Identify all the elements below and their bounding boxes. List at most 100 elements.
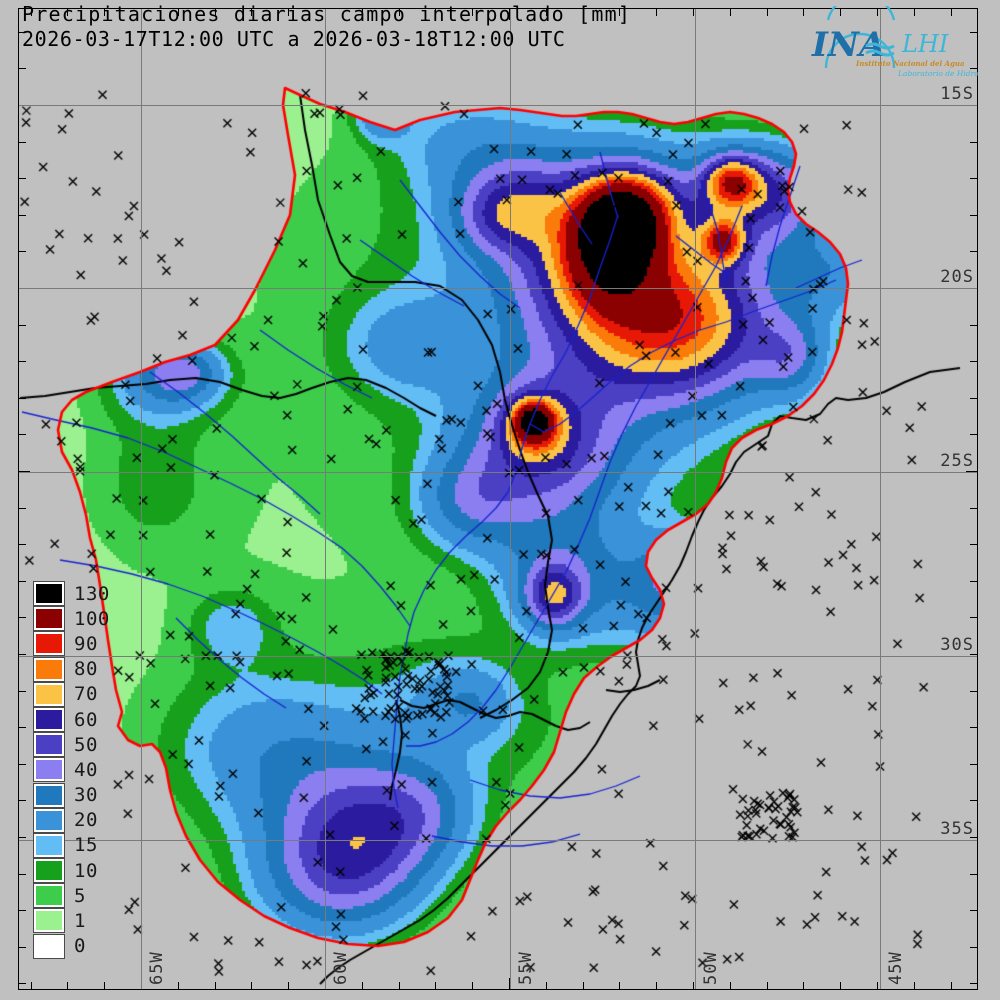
axis-tick: [970, 764, 977, 765]
axis-tick: [104, 9, 105, 16]
axis-tick: [19, 251, 26, 252]
axis-tick: [435, 9, 436, 16]
axis-tick: [970, 68, 977, 69]
graticule-meridian: [880, 9, 881, 989]
axis-tick: [19, 837, 26, 838]
axis-tick: [19, 983, 26, 984]
colorbar-swatch: [33, 681, 65, 707]
axis-tick: [803, 9, 804, 16]
colorbar-label: 15: [74, 834, 98, 857]
axis-tick: [19, 544, 26, 545]
axis-tick: [970, 910, 977, 911]
colorbar-label: 0: [74, 935, 86, 958]
axis-tick: [583, 9, 584, 16]
axis-tick: [19, 764, 26, 765]
axis-tick: [19, 142, 26, 143]
axis-tick: [19, 471, 30, 472]
colorbar-swatch: [33, 883, 65, 909]
colorbar-label: 40: [74, 758, 98, 781]
axis-tick: [619, 9, 620, 16]
axis-tick: [509, 978, 510, 989]
axis-tick: [67, 982, 68, 989]
axis-tick: [840, 9, 841, 16]
longitude-label: 55W: [516, 951, 536, 985]
colorbar-label: 10: [74, 859, 98, 882]
axis-tick: [251, 982, 252, 989]
colorbar-label: 5: [74, 884, 86, 907]
axis-tick: [67, 9, 68, 16]
colorbar-swatch: [33, 807, 65, 833]
axis-tick: [546, 9, 547, 16]
axis-tick: [970, 727, 977, 728]
colorbar-swatch: [33, 606, 65, 632]
axis-tick: [19, 215, 26, 216]
latitude-label: 20S: [940, 267, 974, 287]
page-title: Precipitaciones diarias campo interpolad…: [22, 2, 632, 26]
axis-tick: [970, 215, 977, 216]
axis-tick: [970, 508, 977, 509]
axis-tick: [104, 982, 105, 989]
axis-tick: [970, 398, 977, 399]
axis-tick: [546, 982, 547, 989]
axis-tick: [970, 544, 977, 545]
graticule-meridian: [510, 9, 511, 989]
graticule-parallel: [19, 105, 977, 106]
axis-tick: [970, 434, 977, 435]
axis-tick: [583, 982, 584, 989]
axis-tick: [730, 9, 731, 16]
latitude-label: 15S: [940, 84, 974, 104]
latitude-label: 25S: [940, 451, 974, 471]
axis-tick: [472, 9, 473, 16]
axis-tick: [472, 982, 473, 989]
colorbar-swatch: [33, 933, 65, 959]
axis-tick: [970, 874, 977, 875]
colorbar-label: 80: [74, 658, 98, 681]
colorbar-label: 20: [74, 809, 98, 832]
axis-tick: [19, 800, 26, 801]
colorbar-label: 60: [74, 708, 98, 731]
colorbar-label: 50: [74, 733, 98, 756]
axis-tick: [19, 691, 26, 692]
axis-tick: [914, 982, 915, 989]
axis-tick: [966, 471, 977, 472]
axis-tick: [19, 361, 26, 362]
colorbar-label: 90: [74, 632, 98, 655]
ina-lhi-logo: INA LHI Instituto Nacional del Agua Labo…: [811, 6, 978, 78]
colorbar-label: 1: [74, 910, 86, 933]
colorbar-label: 100: [74, 607, 110, 630]
longitude-label: 50W: [701, 951, 721, 985]
axis-tick: [399, 982, 400, 989]
axis-tick: [19, 617, 26, 618]
axis-tick: [251, 9, 252, 16]
axis-tick: [509, 9, 510, 20]
axis-tick: [970, 691, 977, 692]
graticule-meridian: [325, 9, 326, 989]
axis-tick: [693, 982, 694, 989]
colorbar-swatch: [33, 732, 65, 758]
axis-tick: [288, 982, 289, 989]
axis-tick: [767, 982, 768, 989]
colorbar-swatch: [33, 581, 65, 606]
colorbar-swatch: [33, 656, 65, 682]
axis-tick: [19, 654, 26, 655]
graticule-parallel: [19, 472, 977, 473]
axis-tick: [19, 947, 26, 948]
axis-tick: [288, 9, 289, 16]
axis-tick: [803, 982, 804, 989]
colorbar-label: 30: [74, 784, 98, 807]
svg-text:Instituto Nacional del Agua: Instituto Nacional del Agua: [855, 59, 965, 68]
axis-tick: [970, 983, 977, 984]
axis-tick: [970, 178, 977, 179]
axis-tick: [19, 68, 26, 69]
axis-tick: [693, 9, 694, 16]
longitude-label: 65W: [147, 951, 167, 985]
axis-tick: [215, 982, 216, 989]
colorbar-swatch: [33, 757, 65, 783]
axis-tick: [877, 9, 878, 16]
graticule-parallel: [19, 840, 977, 841]
plot-frame: [18, 8, 978, 990]
axis-tick: [951, 982, 952, 989]
colorbar-swatch: [33, 858, 65, 884]
